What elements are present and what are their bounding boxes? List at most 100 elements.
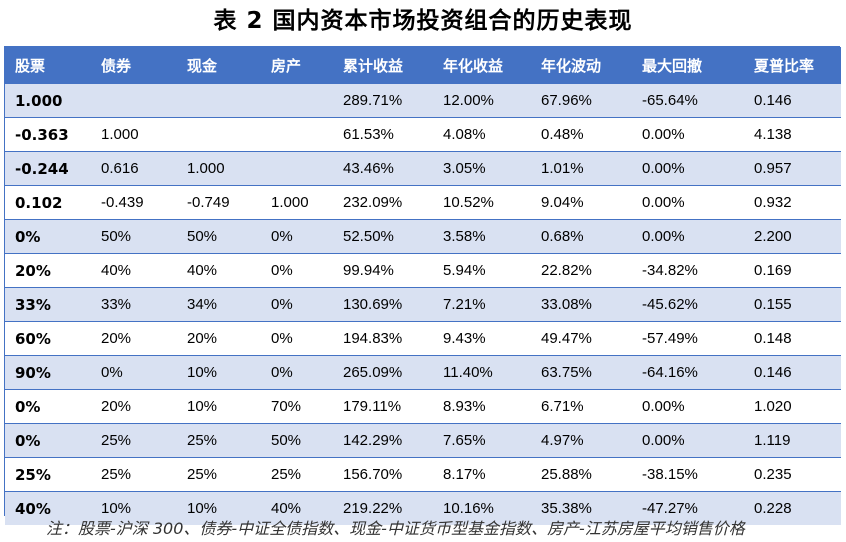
table-cell: -65.64% (632, 83, 744, 118)
table-cell: 20% (91, 321, 177, 356)
table-cell: 130.69% (333, 287, 433, 322)
table-cell: 25.88% (531, 457, 632, 492)
table-cell: 0% (5, 423, 91, 458)
table-cell: 20% (91, 389, 177, 424)
table-cell (261, 117, 333, 152)
table-cell: 33% (91, 287, 177, 322)
header-property: 房产 (261, 47, 333, 84)
table-cell: 25% (91, 423, 177, 458)
table-body: 1.000 289.71% 12.00% 67.96% -65.64% 0.146 -0.3… (5, 83, 841, 525)
table-cell: 90% (5, 355, 91, 390)
table-cell: 49.47% (531, 321, 632, 356)
table-cell: 289.71% (333, 83, 433, 118)
table-cell: 4.138 (744, 117, 841, 152)
table-cell: 0.169 (744, 253, 841, 288)
table-cell: 3.05% (433, 151, 531, 186)
table-cell: -57.49% (632, 321, 744, 356)
table-cell: 0.00% (632, 219, 744, 254)
table-cell: 25% (261, 457, 333, 492)
table-row: 90% 0% 10% 0% 265.09% 11.40% 63.75% -64.16% 0.14… (5, 355, 841, 390)
table-cell: 33% (5, 287, 91, 322)
header-stock: 股票 (5, 47, 91, 84)
table-row: 0% 50% 50% 0% 52.50% 3.58% 0.68% 0.00% 2.200 (5, 219, 841, 254)
table-row: 1.000 289.71% 12.00% 67.96% -65.64% 0.146 (5, 83, 841, 118)
table-cell: 43.46% (333, 151, 433, 186)
table-cell: 50% (91, 219, 177, 254)
table-cell: 70% (261, 389, 333, 424)
table-cell: 0% (261, 219, 333, 254)
table-cell: 156.70% (333, 457, 433, 492)
table-cell: 10% (177, 389, 261, 424)
table-cell: 60% (5, 321, 91, 356)
table-cell: -0.363 (5, 117, 91, 152)
table-row: 60% 20% 20% 0% 194.83% 9.43% 49.47% -57.49% 0.14… (5, 321, 841, 356)
table-cell: 1.000 (5, 83, 91, 118)
table-cell: 3.58% (433, 219, 531, 254)
table-cell: 0.148 (744, 321, 841, 356)
table-cell: 0.235 (744, 457, 841, 492)
table-row: 0% 20% 10% 70% 179.11% 8.93% 6.71% 0.00% 1.020 (5, 389, 841, 424)
table-cell: 25% (5, 457, 91, 492)
table-cell: 0% (5, 389, 91, 424)
header-row: 股票 债券 现金 房产 累计收益 年化收益 年化波动 最大回撤 夏普比率 (5, 47, 841, 84)
table-cell: -64.16% (632, 355, 744, 390)
table-row: 0% 25% 25% 50% 142.29% 7.65% 4.97% 0.00% 1.119 (5, 423, 841, 458)
table-cell: 5.94% (433, 253, 531, 288)
table-cell: 20% (177, 321, 261, 356)
table-cell: 22.82% (531, 253, 632, 288)
table-row: 0.102 -0.439 -0.749 1.000 232.09% 10.52% 9.04%… (5, 185, 841, 220)
table-cell: 1.000 (91, 117, 177, 152)
table-cell: 0% (91, 355, 177, 390)
table-cell: 0% (261, 287, 333, 322)
table-cell: 0% (261, 355, 333, 390)
table-cell: 4.97% (531, 423, 632, 458)
table-cell: 10.16% (433, 491, 531, 525)
table-cell: 7.65% (433, 423, 531, 458)
table-row: 25% 25% 25% 25% 156.70% 8.17% 25.88% -38.15% 0.2… (5, 457, 841, 492)
table-cell: 0.146 (744, 83, 841, 118)
table-cell: 50% (177, 219, 261, 254)
table-cell: 40% (177, 253, 261, 288)
table-cell: 0.228 (744, 491, 841, 525)
table-cell (177, 83, 261, 118)
table-cell: 142.29% (333, 423, 433, 458)
table-cell: -47.27% (632, 491, 744, 525)
table-cell: -34.82% (632, 253, 744, 288)
table-cell: 0.00% (632, 117, 744, 152)
table-cell: 20% (5, 253, 91, 288)
table-cell: 25% (91, 457, 177, 492)
table-cell: 9.04% (531, 185, 632, 220)
table-cell: 8.17% (433, 457, 531, 492)
table-cell: 1.000 (177, 151, 261, 186)
table-cell: 0.616 (91, 151, 177, 186)
table-cell: 34% (177, 287, 261, 322)
table-cell: 9.43% (433, 321, 531, 356)
header-bond: 债券 (91, 47, 177, 84)
table-cell: 10% (177, 355, 261, 390)
table-cell: -45.62% (632, 287, 744, 322)
table-cell: 63.75% (531, 355, 632, 390)
table-cell: 4.08% (433, 117, 531, 152)
table-cell: 0.957 (744, 151, 841, 186)
table-cell: 10.52% (433, 185, 531, 220)
table-row: 20% 40% 40% 0% 99.94% 5.94% 22.82% -34.82% 0.169 (5, 253, 841, 288)
portfolio-table: 股票 债券 现金 房产 累计收益 年化收益 年化波动 最大回撤 夏普比率 1.0… (4, 46, 841, 525)
table-cell: 219.22% (333, 491, 433, 525)
table-cell: -38.15% (632, 457, 744, 492)
table-cell: 1.020 (744, 389, 841, 424)
table-cell: 1.000 (261, 185, 333, 220)
table-cell: 25% (177, 457, 261, 492)
header-sharpe-ratio: 夏普比率 (744, 47, 841, 84)
table-cell: 0.102 (5, 185, 91, 220)
table-cell: 6.71% (531, 389, 632, 424)
table-cell: 179.11% (333, 389, 433, 424)
header-cumulative-return: 累计收益 (333, 47, 433, 84)
table-cell: 52.50% (333, 219, 433, 254)
table-row: -0.363 1.000 61.53% 4.08% 0.48% 0.00% 4.138 (5, 117, 841, 152)
table-cell: 11.40% (433, 355, 531, 390)
table-title: 表 2 国内资本市场投资组合的历史表现 (213, 8, 633, 34)
table-cell: 265.09% (333, 355, 433, 390)
table-cell: 50% (261, 423, 333, 458)
table-cell: 0% (5, 219, 91, 254)
table-cell: 0% (261, 321, 333, 356)
